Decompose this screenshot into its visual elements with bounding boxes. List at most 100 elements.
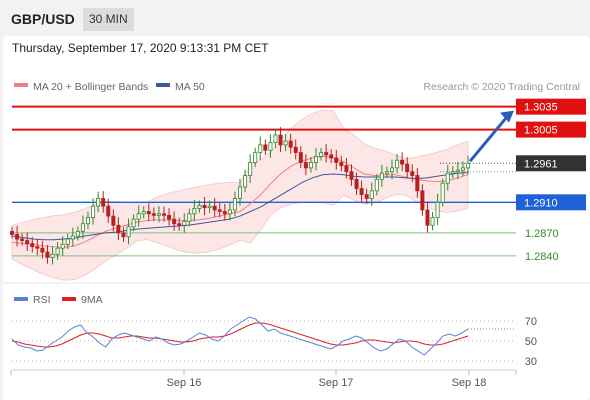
candle-body: [65, 238, 70, 245]
candle-body: [364, 194, 369, 199]
candle-body: [339, 162, 344, 166]
candle-body: [126, 226, 131, 238]
candle-body: [349, 171, 354, 180]
candle-body: [70, 235, 75, 240]
symbol-title: GBP/USD: [11, 11, 75, 27]
pivot-label: 1.2910: [524, 197, 558, 209]
candle-body: [395, 159, 400, 169]
last-price-label-bg: [516, 155, 586, 172]
candle-body: [258, 144, 263, 153]
candle-body: [91, 205, 96, 219]
timeframe-button[interactable]: 30 MIN: [83, 8, 134, 31]
candle-body: [405, 163, 410, 173]
candle-body: [86, 217, 91, 225]
candle-body: [141, 211, 146, 215]
candle-body: [298, 152, 303, 163]
candle-body: [177, 223, 182, 226]
chart-datetime: Thursday, September 17, 2020 9:13:31 PM …: [12, 41, 269, 55]
candle-body: [460, 167, 465, 171]
candle-body: [384, 171, 389, 174]
candle-body: [146, 211, 151, 215]
candle-body: [268, 142, 273, 151]
candle-body: [344, 165, 349, 173]
candle-body: [354, 178, 359, 189]
candle-body: [202, 204, 207, 209]
resistance-label: 1.3035: [524, 102, 558, 114]
candle-body: [131, 218, 136, 228]
candle-body: [156, 213, 161, 216]
candle-body: [35, 246, 40, 249]
candle-body: [182, 221, 187, 226]
rsi-ma-legend-swatch: [62, 297, 76, 301]
candle-body: [273, 134, 278, 144]
rsi-legend-swatch: [14, 297, 28, 301]
x-tick-label: Sep 18: [452, 377, 487, 389]
candle-body: [106, 205, 111, 217]
candle-body: [324, 152, 329, 156]
watermark: Research © 2020 Trading Central: [423, 81, 580, 93]
rsi-ma-line: [11, 322, 469, 348]
candle-body: [121, 232, 126, 238]
candle-body: [359, 188, 364, 196]
candle-body: [96, 198, 101, 207]
candle-body: [55, 247, 60, 255]
candle-body: [410, 171, 415, 176]
candle-body: [172, 218, 177, 225]
candle-body: [40, 247, 45, 253]
candle-body: [111, 215, 116, 226]
rsi-line: [11, 316, 469, 356]
rsi-tick-label: 50: [525, 336, 537, 348]
candle-body: [288, 140, 293, 148]
candle-body: [313, 155, 318, 163]
rsi-legend-label: RSI: [33, 294, 51, 306]
candle-body: [374, 178, 379, 192]
candle-body: [80, 223, 85, 232]
candle-body: [465, 162, 470, 169]
candles-group: [9, 127, 470, 265]
candle-body: [389, 167, 394, 173]
pivot-label-bg: [516, 194, 586, 211]
header-bar: GBP/USD 30 MIN: [0, 0, 590, 36]
legend-swatch: [156, 83, 170, 87]
candle-body: [101, 198, 106, 207]
resistance-label-bg: [516, 121, 586, 138]
candle-body: [222, 211, 227, 215]
candle-body: [445, 172, 450, 184]
support-label: 1.2870: [525, 228, 559, 240]
candle-body: [75, 230, 80, 237]
candle-body: [425, 209, 430, 226]
candle-body: [20, 238, 25, 241]
candle-body: [60, 243, 65, 249]
candle-body: [400, 159, 405, 165]
candle-body: [25, 240, 30, 245]
legend-swatch: [14, 83, 28, 87]
candle-body: [308, 162, 313, 169]
candle-body: [136, 213, 141, 220]
candle-body: [232, 198, 237, 211]
rsi-tick-label: 70: [525, 316, 537, 328]
candle-body: [455, 169, 460, 173]
x-tick-label: Sep 17: [319, 377, 354, 389]
candle-body: [319, 152, 324, 157]
candle-body: [227, 209, 232, 215]
candle-body: [415, 175, 420, 192]
candle-body: [369, 190, 374, 199]
resistance-label: 1.3005: [524, 125, 558, 137]
legend-label: MA 50: [175, 81, 205, 93]
forecast-arrow-head: [500, 110, 514, 123]
candle-body: [151, 213, 156, 216]
candle-body: [167, 214, 172, 220]
candle-body: [116, 224, 121, 234]
resistance-label-bg: [516, 98, 586, 115]
last-price-label: 1.2961: [524, 158, 558, 170]
candle-body: [450, 171, 455, 174]
candle-body: [197, 204, 202, 209]
candle-body: [430, 217, 435, 226]
candle-body: [334, 157, 339, 163]
candle-body: [243, 175, 248, 188]
forecast-arrow-shaft: [468, 114, 510, 163]
candle-body: [212, 205, 217, 211]
x-tick-label: Sep 16: [167, 377, 202, 389]
candle-body: [440, 182, 445, 203]
